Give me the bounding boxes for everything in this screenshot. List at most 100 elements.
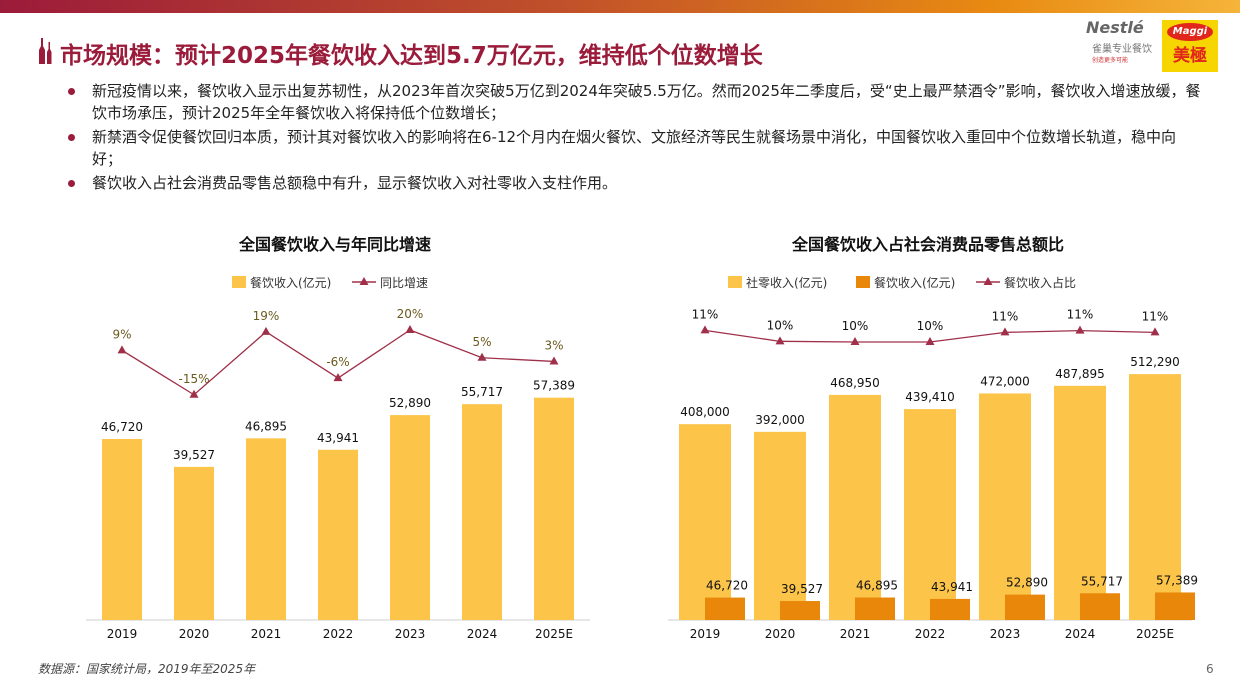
- line-point: [333, 373, 343, 382]
- line-label: 9%: [112, 327, 131, 341]
- bar: [534, 397, 574, 620]
- x-tick-label: 2020: [765, 627, 796, 641]
- x-tick-label: 2021: [840, 627, 871, 641]
- bar-label: 39,527: [173, 448, 215, 462]
- line-point: [261, 326, 271, 335]
- line-label: 20%: [397, 307, 424, 321]
- legend-label: 餐饮收入(亿元): [250, 275, 331, 290]
- legend-label: 同比增速: [380, 276, 428, 290]
- legend-swatch: [232, 276, 246, 288]
- line-point: [549, 356, 559, 365]
- line-label: 11%: [992, 309, 1019, 323]
- line-label: 11%: [1142, 309, 1169, 323]
- x-tick-label: 2024: [467, 627, 498, 641]
- bar-label: 39,527: [781, 582, 823, 596]
- bar-retail: [829, 394, 881, 620]
- line-point: [850, 337, 860, 345]
- page-number: 6: [1206, 662, 1214, 676]
- bar-catering: [1080, 593, 1120, 620]
- x-tick-label: 2023: [395, 627, 426, 641]
- bar-label: 52,890: [389, 396, 431, 410]
- line-point: [775, 336, 785, 345]
- x-tick-label: 2021: [251, 627, 282, 641]
- bullet-item: 新禁酒令促使餐饮回归本质，预计其对餐饮收入的影响将在6-12个月内在烟火餐饮、文…: [66, 126, 1206, 170]
- bar-label: 43,941: [931, 580, 973, 594]
- bar-retail: [904, 409, 956, 620]
- bar-catering: [855, 597, 895, 620]
- chart-title: 全国餐饮收入与年同比增速: [238, 235, 431, 254]
- bar-label: 43,941: [317, 431, 359, 445]
- bar-label: 408,000: [680, 405, 730, 419]
- legend-label: 餐饮收入占比: [1004, 275, 1076, 290]
- bullet-list: 新冠疫情以来，餐饮收入显示出复苏韧性，从2023年首次突破5万亿到2024年突破…: [66, 80, 1206, 196]
- wine-bottle-icon: [39, 38, 52, 64]
- line-point: [700, 325, 710, 334]
- line-label: 19%: [253, 309, 280, 323]
- legend-label: 社零收入(亿元): [746, 275, 827, 290]
- bar-catering: [930, 598, 970, 620]
- bullet-item: 餐饮收入占社会消费品零售总额稳中有升，显示餐饮收入对社零收入支柱作用。: [66, 172, 1206, 194]
- line-label: 11%: [1067, 308, 1094, 322]
- bar: [102, 439, 142, 620]
- line-point: [405, 325, 415, 333]
- bar: [390, 415, 430, 620]
- line-label: -6%: [326, 355, 349, 369]
- line-label: 10%: [917, 319, 944, 333]
- chart-title: 全国餐饮收入占社会消费品零售总额比: [791, 235, 1064, 254]
- x-tick-label: 2025E: [535, 627, 573, 641]
- bar-label: 46,720: [706, 579, 748, 593]
- line-point: [1000, 327, 1010, 336]
- line-label: 5%: [472, 335, 491, 349]
- x-tick-label: 2019: [107, 627, 138, 641]
- bar-label: 512,290: [1130, 355, 1180, 369]
- bar-label: 46,720: [101, 420, 143, 434]
- legend-swatch: [728, 276, 742, 288]
- legend-label: 餐饮收入(亿元): [874, 275, 955, 290]
- bar-label: 46,895: [245, 419, 287, 433]
- page-title: 市场规模：预计2025年餐饮收入达到5.7万亿元，维持低个位数增长: [60, 43, 763, 69]
- x-tick-label: 2019: [690, 627, 721, 641]
- bar-label: 472,000: [980, 374, 1030, 388]
- x-tick-label: 2023: [990, 627, 1021, 641]
- x-tick-label: 2025E: [1136, 627, 1174, 641]
- bar-catering: [1005, 594, 1045, 620]
- bar-retail: [979, 393, 1031, 620]
- bar-label: 55,717: [1081, 574, 1123, 588]
- bullet-item: 新冠疫情以来，餐饮收入显示出复苏韧性，从2023年首次突破5万亿到2024年突破…: [66, 80, 1206, 124]
- bar-retail: [1054, 385, 1106, 620]
- bar-catering: [705, 597, 745, 620]
- bar-label: 439,410: [905, 390, 955, 404]
- bar-catering: [1155, 592, 1195, 620]
- bar-label: 487,895: [1055, 367, 1105, 381]
- bar: [462, 404, 502, 620]
- line-label: 10%: [767, 318, 794, 332]
- bar: [246, 438, 286, 620]
- bar-label: 55,717: [461, 385, 503, 399]
- x-tick-label: 2024: [1065, 627, 1096, 641]
- line-label: -15%: [178, 372, 209, 386]
- bar: [318, 449, 358, 620]
- line-point: [1150, 327, 1160, 336]
- line-label: 3%: [544, 338, 563, 352]
- legend-swatch: [856, 276, 870, 288]
- x-tick-label: 2022: [915, 627, 946, 641]
- bar-retail: [679, 424, 731, 620]
- bar-label: 468,950: [830, 376, 880, 390]
- bar: [174, 466, 214, 620]
- bar-label: 57,389: [1156, 573, 1198, 587]
- bar-label: 57,389: [533, 379, 575, 393]
- line-label: 11%: [692, 307, 719, 321]
- bar-label: 392,000: [755, 413, 805, 427]
- bar-label: 52,890: [1006, 576, 1048, 590]
- line-point: [925, 337, 935, 345]
- legend-marker: [983, 277, 993, 285]
- x-tick-label: 2020: [179, 627, 210, 641]
- bar-retail: [1129, 374, 1181, 620]
- bar-catering: [780, 601, 820, 620]
- bar-label: 46,895: [856, 578, 898, 592]
- top-gradient-bar: [0, 0, 1240, 13]
- line-point: [189, 389, 199, 398]
- line-label: 10%: [842, 319, 869, 333]
- data-source: 数据源：国家统计局，2019年至2025年: [38, 662, 256, 676]
